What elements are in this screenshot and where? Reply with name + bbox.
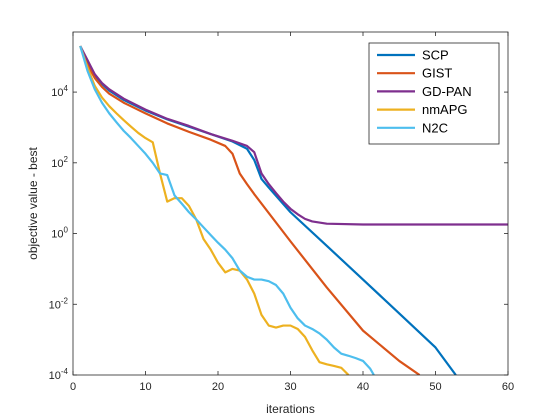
x-tick-label: 20 bbox=[212, 381, 224, 393]
legend-label-gist: GIST bbox=[422, 66, 452, 81]
series-line-n2c bbox=[79, 45, 375, 375]
y-axis-title: objective value - best bbox=[26, 146, 40, 259]
axes-layer: 0 10 20 30 40 50 60 10-4 10-2 100 102 104 bbox=[49, 31, 514, 393]
series-line-gist bbox=[79, 45, 421, 375]
x-tick-label: 10 bbox=[139, 381, 151, 393]
series-layer bbox=[79, 45, 508, 375]
legend-label-scp: SCP bbox=[422, 48, 449, 63]
x-axis-title: iterations bbox=[266, 402, 315, 416]
y-tick-label: 102 bbox=[51, 155, 68, 170]
x-tick-label: 50 bbox=[429, 381, 441, 393]
x-tick-label: 30 bbox=[284, 381, 296, 393]
y-tick-label: 10-4 bbox=[49, 367, 69, 382]
series-line-nmapg bbox=[79, 45, 350, 375]
x-tick-label: 0 bbox=[70, 381, 76, 393]
x-tick-label: 60 bbox=[502, 381, 514, 393]
y-tick-label: 10-2 bbox=[49, 296, 69, 311]
legend: SCP GIST GD-PAN nmAPG N2C bbox=[368, 42, 500, 145]
y-tick-label: 100 bbox=[51, 226, 68, 241]
series-line-gd-pan bbox=[79, 45, 508, 226]
legend-label-gd-pan: GD-PAN bbox=[422, 84, 472, 99]
x-tick-label: 40 bbox=[357, 381, 369, 393]
legend-label-n2c: N2C bbox=[422, 120, 448, 135]
legend-label-nmapg: nmAPG bbox=[422, 102, 468, 117]
y-tick-label: 104 bbox=[51, 84, 68, 99]
